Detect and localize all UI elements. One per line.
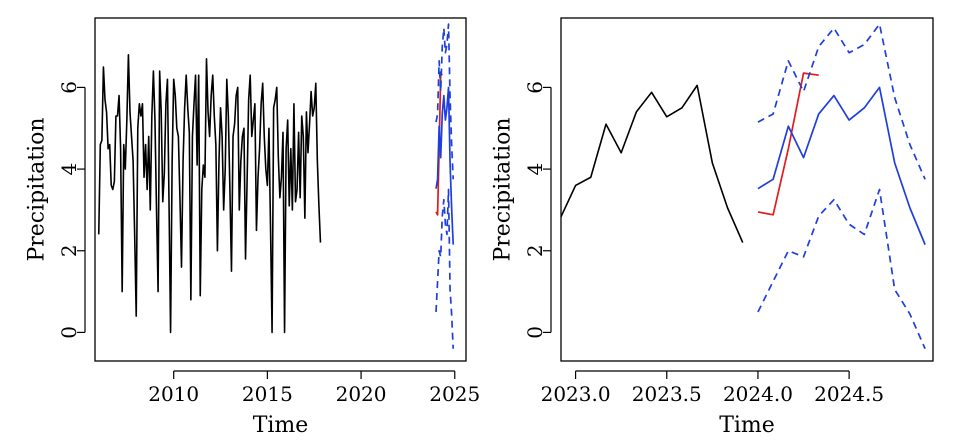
series-group (561, 23, 926, 350)
y-tick-label: 0 (523, 326, 547, 339)
y-tick-label: 2 (523, 244, 547, 257)
series-line-lower_bound (435, 188, 455, 349)
series-group (97, 23, 455, 349)
x-axis-label: Time (253, 413, 309, 438)
series-line-upper_bound (435, 23, 455, 180)
left-panel-full-series: 2010 2015 2020 2025 Time 0 2 4 6 Precipitation (25, 17, 480, 438)
y-tick-label: 0 (57, 326, 81, 339)
x-tick-label: 2025 (429, 382, 480, 406)
x-tick-label: 2024.0 (723, 382, 793, 406)
y-axis-label: Precipitation (25, 117, 50, 261)
y-tick-label: 6 (57, 81, 81, 94)
x-axis: 2010 2015 2020 2025 Time (148, 370, 480, 438)
x-axis-label: Time (719, 413, 775, 438)
x-axis: 2023.0 2023.5 2024.0 2024.5 Time (541, 370, 884, 438)
right-panel-zoomed-forecast: 2023.0 2023.5 2024.0 2024.5 Time 0 2 4 6 Precipit… (491, 17, 934, 438)
x-tick-label: 2010 (148, 382, 199, 406)
y-axis: 0 2 4 6 Precipitation (491, 81, 552, 339)
series-line-forecast (757, 86, 926, 245)
series-line-forecast (435, 86, 455, 245)
plot-frame (94, 17, 467, 362)
y-tick-label: 4 (57, 163, 81, 176)
series-line-observed (97, 53, 322, 334)
x-tick-label: 2023.0 (541, 382, 611, 406)
y-tick-label: 6 (523, 81, 547, 94)
series-line-actual (757, 72, 819, 216)
x-tick-label: 2020 (336, 382, 387, 406)
series-line-lower_bound (757, 188, 926, 350)
y-axis-label: Precipitation (491, 117, 516, 261)
x-tick-label: 2023.5 (632, 382, 702, 406)
x-tick-label: 2015 (242, 382, 293, 406)
y-axis: 0 2 4 6 Precipitation (25, 81, 86, 339)
y-tick-label: 4 (523, 163, 547, 176)
series-line-upper_bound (757, 23, 926, 180)
series-line-observed (561, 84, 744, 243)
y-tick-label: 2 (57, 244, 81, 257)
plot-frame (560, 17, 934, 362)
x-tick-label: 2024.5 (814, 382, 884, 406)
